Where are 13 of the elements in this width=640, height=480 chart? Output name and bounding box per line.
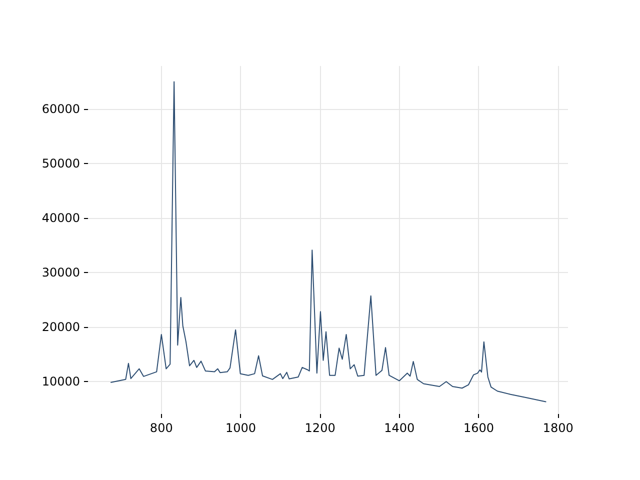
x-tick-label: 1200 xyxy=(304,421,336,435)
x-tick-label: 800 xyxy=(150,421,173,435)
y-tick-label: 40000 xyxy=(42,210,80,225)
y-tick-label: 10000 xyxy=(42,374,80,388)
y-tick-label: 50000 xyxy=(42,156,80,170)
y-tick-label: 20000 xyxy=(42,320,80,334)
x-tick-label: 1600 xyxy=(463,421,494,435)
y-tick-label: 60000 xyxy=(42,102,80,116)
line-series xyxy=(110,81,546,402)
x-tick-label: 1400 xyxy=(384,421,415,435)
x-tick-label: 1000 xyxy=(225,421,256,435)
x-tick-label: 1800 xyxy=(542,421,574,435)
y-tick-label: 30000 xyxy=(42,265,80,280)
